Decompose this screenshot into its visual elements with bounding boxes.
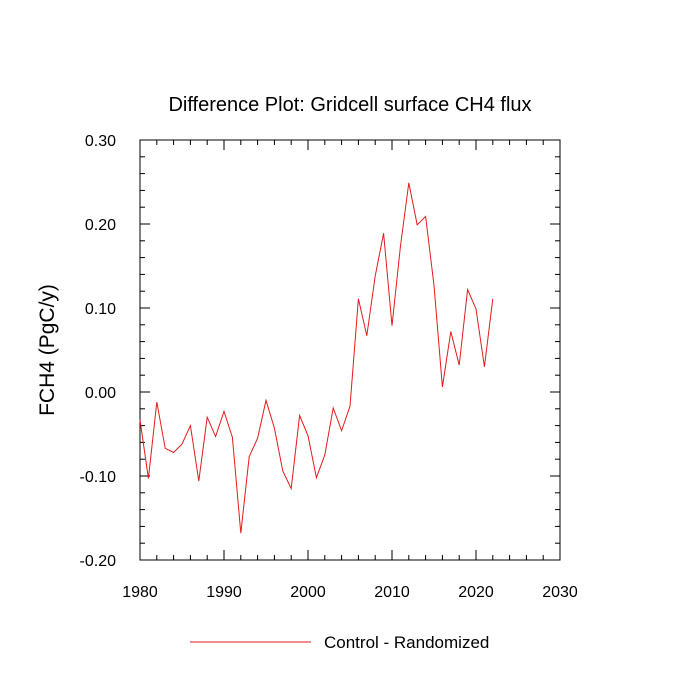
legend-label: Control - Randomized <box>324 633 489 652</box>
data-point <box>449 330 452 333</box>
data-point <box>315 476 318 479</box>
plot-frame <box>139 139 561 561</box>
data-point <box>382 232 385 235</box>
chart-title: Difference Plot: Gridcell surface CH4 fl… <box>168 94 531 116</box>
data-point <box>332 406 335 409</box>
data-point <box>407 181 410 184</box>
series-line <box>139 182 494 534</box>
data-point <box>248 455 251 458</box>
data-point <box>391 324 394 327</box>
legend: Control - Randomized <box>190 633 489 652</box>
data-point <box>139 418 142 421</box>
x-tick-label: 1980 <box>122 584 158 601</box>
data-point <box>340 429 343 432</box>
data-point <box>281 469 284 472</box>
data-point <box>197 480 200 483</box>
data-point <box>290 487 293 490</box>
data-point <box>239 532 242 535</box>
x-tick-label: 2020 <box>458 584 494 601</box>
data-point <box>357 297 360 300</box>
data-point <box>164 447 167 450</box>
data-point <box>265 399 268 402</box>
y-axis-label: FCH4 (PgC/y) <box>36 284 59 416</box>
data-point <box>323 454 326 457</box>
data-point <box>491 297 494 300</box>
data-point <box>399 245 402 248</box>
data-point <box>181 443 184 446</box>
data-point <box>433 284 436 287</box>
data-point <box>223 410 226 413</box>
x-tick-label: 1990 <box>206 584 242 601</box>
data-point <box>365 334 368 337</box>
data-point <box>475 307 478 310</box>
data-point <box>466 288 469 291</box>
data-point <box>424 215 427 218</box>
data-point <box>155 401 158 404</box>
data-point <box>441 385 444 388</box>
data-point <box>214 435 217 438</box>
y-tick-label: 0.00 <box>85 385 116 402</box>
plot-axes: 1980 1990 2000 2010 2020 2030 -0.20 -0.10 0.00 0.… <box>80 133 578 601</box>
data-point <box>189 424 192 427</box>
data-point <box>206 416 209 419</box>
data-point <box>374 275 377 278</box>
x-tick-label: 2000 <box>290 584 326 601</box>
data-point <box>483 365 486 368</box>
data-point <box>458 364 461 367</box>
data-point <box>416 223 419 226</box>
data-point <box>273 427 276 430</box>
y-tick-label: 0.10 <box>85 301 116 318</box>
data-point <box>256 437 259 440</box>
y-tick-label: -0.10 <box>80 469 117 486</box>
data-point <box>231 436 234 439</box>
data-point <box>172 451 175 454</box>
data-point <box>147 477 150 480</box>
y-tick-label: -0.20 <box>80 553 117 570</box>
series-layer <box>139 181 494 535</box>
y-tick-label: 0.20 <box>85 217 116 234</box>
y-tick-label: 0.30 <box>85 133 116 150</box>
x-tick-label: 2030 <box>542 584 578 601</box>
x-tick-label: 2010 <box>374 584 410 601</box>
data-point <box>298 414 301 417</box>
data-point <box>307 434 310 437</box>
data-point <box>349 405 352 408</box>
